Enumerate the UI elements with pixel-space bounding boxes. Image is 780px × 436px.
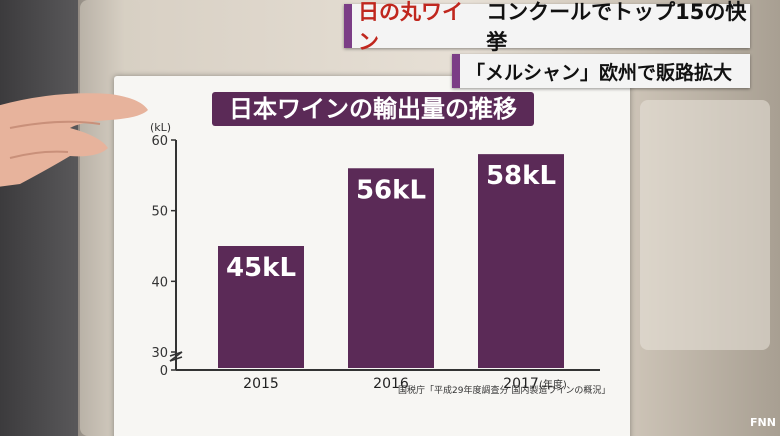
presenter-sleeve bbox=[0, 0, 78, 436]
axis-break-mark bbox=[169, 351, 183, 362]
y-tick-label: 0 bbox=[160, 364, 168, 379]
source-note: 国税庁「平成29年度調査分 国内製造ワインの概況」 bbox=[398, 386, 611, 396]
bar-2015 bbox=[218, 246, 304, 368]
presenter-hand bbox=[0, 93, 148, 187]
data-label-2015: 45kL bbox=[226, 253, 296, 283]
chart-title: 日本ワインの輸出量の推移 bbox=[229, 95, 517, 123]
y-tick-label: 60 bbox=[151, 134, 168, 149]
data-label-2016: 56kL bbox=[356, 175, 426, 205]
bar-2017 bbox=[478, 154, 564, 368]
subheadline-ticker: 「メルシャン」欧州で販路拡大 bbox=[452, 54, 750, 88]
chart-title-background bbox=[212, 92, 534, 126]
x-tick-label-2016: 2016 bbox=[373, 376, 409, 392]
data-label-2017: 58kL bbox=[486, 161, 556, 191]
headline-ticker: 日の丸ワイン コンクールでトップ15の快挙 bbox=[344, 0, 750, 54]
x-axis-unit: (年度) bbox=[539, 378, 567, 391]
x-tick-label-2015: 2015 bbox=[243, 376, 279, 392]
headline-text: コンクールでトップ15の快挙 bbox=[486, 0, 747, 54]
broadcaster-logo: FNN bbox=[750, 416, 776, 429]
x-tick-label-2017: 2017 bbox=[503, 376, 539, 392]
subheadline-text: 「メルシャン」欧州で販路拡大 bbox=[466, 61, 733, 84]
y-axis-unit: (kL) bbox=[150, 121, 171, 134]
background-shelf bbox=[640, 100, 770, 350]
y-tick-label: 30 bbox=[151, 346, 168, 361]
headline-highlight: 日の丸ワイン bbox=[358, 0, 463, 54]
y-tick-label: 40 bbox=[151, 275, 168, 290]
y-tick-label: 50 bbox=[151, 205, 168, 220]
bar-2016 bbox=[348, 168, 434, 368]
